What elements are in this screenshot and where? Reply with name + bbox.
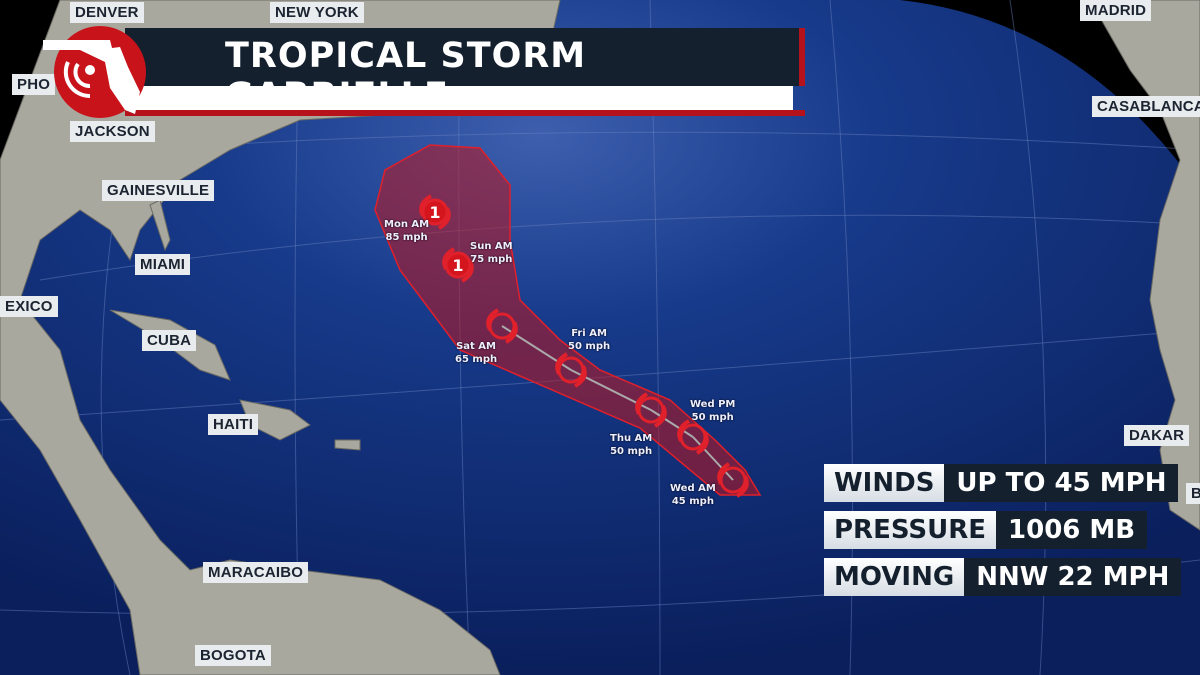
city-label-casablanca: CASABLANCA <box>1092 96 1200 117</box>
city-label-haiti: HAITI <box>208 414 259 435</box>
storm-symbol-icon: 1 <box>442 247 474 283</box>
city-label-gainesville: GAINESVILLE <box>102 180 215 201</box>
storm-symbol-icon <box>635 392 667 428</box>
forecast-label-4: Sat AM 65 mph <box>455 341 498 365</box>
city-label-jackson: JACKSON <box>70 121 155 142</box>
city-label-dakar: DAKAR <box>1124 425 1190 446</box>
city-label-cuba: CUBA <box>142 330 197 351</box>
stat-winds: WINDS UP TO 45 MPH <box>824 464 1179 502</box>
storm-category: 1 <box>452 256 463 275</box>
city-label-phoenix: PHO <box>12 74 56 95</box>
forecast-label-2: Thu AM 50 mph <box>610 433 653 457</box>
storm-category: 1 <box>429 203 440 222</box>
city-label-madrid: MADRID <box>1080 0 1152 21</box>
forecast-label-6: Mon AM 85 mph <box>384 219 430 243</box>
stat-pressure: PRESSURE 1006 MB <box>824 511 1148 549</box>
storm-symbol-icon <box>486 308 518 344</box>
forecast-label-5: Sun AM 75 mph <box>470 241 513 265</box>
city-label-denver: DENVER <box>70 2 144 23</box>
city-label-new-york: NEW YORK <box>270 2 364 23</box>
city-label-bogota: BOGOTA <box>195 645 271 666</box>
forecast-label-0: Wed AM 45 mph <box>670 483 716 507</box>
city-label-miami: MIAMI <box>135 254 191 275</box>
city-label-partial: B <box>1186 483 1200 504</box>
storm-symbol-icon <box>717 462 749 498</box>
forecast-label-1: Wed PM 50 mph <box>690 399 736 423</box>
forecast-label-3: Fri AM 50 mph <box>568 328 611 352</box>
storm-symbol-icon: 1 <box>419 194 451 230</box>
storm-symbol-icon <box>677 419 709 455</box>
stat-moving: MOVING NNW 22 MPH <box>824 558 1182 596</box>
florida-radar-logo-icon <box>43 26 146 118</box>
storm-symbol-icon <box>555 352 587 388</box>
city-label-maracaibo: MARACAIBO <box>203 562 309 583</box>
title-banner: TROPICAL STORM GABRIELLE <box>125 28 805 116</box>
city-label-mexico: EXICO <box>0 296 58 317</box>
